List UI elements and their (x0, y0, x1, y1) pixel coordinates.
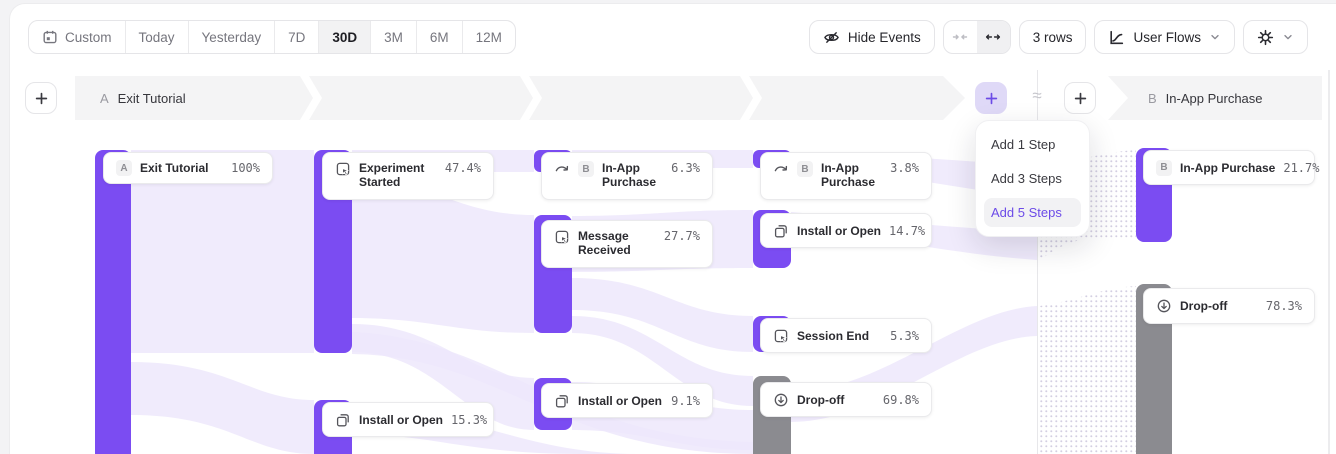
date-range-6m[interactable]: 6M (417, 21, 463, 53)
menu-item-add-1-step[interactable]: Add 1 Step (991, 137, 1056, 152)
node-card-in-app-purchase-3[interactable]: B In-App Purchase 3.8% (760, 152, 932, 200)
add-step-right-button[interactable] (1064, 82, 1096, 114)
band-chevron-separator (740, 76, 762, 120)
drop-off-icon (1156, 298, 1172, 314)
expand-columns-button[interactable] (976, 21, 1010, 53)
node-card-install-or-open-15[interactable]: Install or Open 15.3% (322, 402, 494, 437)
add-step-middle-button[interactable] (975, 82, 1007, 114)
date-range-control: Custom Today Yesterday 7D 30D 3M 6M 12M (28, 20, 516, 54)
view-selector-label: User Flows (1133, 29, 1201, 45)
rows-label: 3 rows (1032, 29, 1073, 45)
hide-events-label: Hide Events (847, 29, 921, 45)
date-range-label: Custom (65, 29, 112, 45)
drop-off-icon (773, 392, 789, 408)
calendar-icon (42, 29, 58, 45)
step-b-badge: B (578, 161, 594, 177)
plus-icon (1074, 92, 1086, 104)
step-band-a[interactable] (75, 76, 965, 120)
node-card-exit-tutorial[interactable]: A Exit Tutorial 100% (103, 152, 273, 184)
date-range-30d[interactable]: 30D (319, 21, 372, 53)
node-card-install-or-open-9[interactable]: Install or Open 9.1% (541, 383, 713, 418)
canvas-right-edge (1328, 70, 1330, 454)
band-b-letter: B (1148, 90, 1157, 106)
jump-arrow-icon (554, 161, 570, 177)
node-card-in-app-purchase-21[interactable]: B In-App Purchase 21.7% (1143, 150, 1319, 185)
node-card-install-or-open-14[interactable]: Install or Open 14.7% (760, 213, 932, 248)
approx-symbol: ≈ (1032, 86, 1042, 105)
date-range-custom[interactable]: Custom (29, 21, 126, 53)
step-band-b[interactable] (1108, 76, 1322, 120)
node-card-in-app-purchase-6[interactable]: B In-App Purchase 6.3% (541, 152, 713, 200)
flow-chart-icon (1108, 29, 1125, 46)
band-b-title: In-App Purchase (1165, 90, 1263, 106)
rows-button[interactable]: 3 rows (1018, 20, 1087, 54)
chevron-down-icon (1209, 31, 1221, 43)
plus-icon (985, 92, 997, 104)
hide-events-button[interactable]: Hide Events (808, 20, 935, 54)
band-a-letter: A (100, 90, 109, 106)
install-icon (335, 412, 351, 428)
node-card-message-received[interactable]: Message Received 27.7% (541, 220, 713, 268)
date-range-7d[interactable]: 7D (275, 21, 320, 53)
step-a-badge: A (116, 160, 132, 176)
chevron-down-icon (1282, 31, 1294, 43)
view-selector-button[interactable]: User Flows (1094, 20, 1235, 54)
bar-exit-tutorial[interactable] (95, 150, 131, 454)
node-card-drop-off-69[interactable]: Drop-off 69.8% (760, 382, 932, 417)
toolbar-right: Hide Events 3 rows (808, 20, 1308, 54)
event-icon (335, 161, 351, 177)
collapse-expand-control (942, 20, 1011, 54)
date-range-12m[interactable]: 12M (475, 29, 502, 45)
node-card-experiment-started[interactable]: Experiment Started 47.4% (322, 152, 494, 200)
plus-icon (35, 92, 47, 104)
node-card-session-end[interactable]: Session End 5.3% (760, 318, 932, 353)
band-a-title: Exit Tutorial (117, 90, 186, 106)
collapse-columns-button[interactable] (944, 21, 977, 53)
node-card-drop-off-78[interactable]: Drop-off 78.3% (1143, 288, 1315, 324)
add-step-left-button[interactable] (25, 82, 57, 114)
date-range-today[interactable]: Today (126, 21, 189, 53)
date-range-3m[interactable]: 3M (371, 21, 417, 53)
band-chevron-separator (520, 76, 542, 120)
install-icon (554, 393, 570, 409)
collapse-arrows-icon (952, 29, 968, 45)
step-b-badge: B (1156, 159, 1172, 176)
install-icon (773, 223, 789, 239)
band-b-label[interactable]: B In-App Purchase (1148, 76, 1263, 120)
expand-arrows-icon (985, 29, 1001, 45)
settings-button[interactable] (1243, 20, 1308, 54)
event-icon (773, 328, 789, 344)
event-icon (554, 229, 570, 245)
menu-item-add-5-steps[interactable]: Add 5 Steps (984, 198, 1081, 227)
gear-icon (1257, 29, 1274, 46)
section-divider-line (1037, 70, 1038, 454)
jump-arrow-icon (773, 161, 789, 177)
date-range-yesterday[interactable]: Yesterday (189, 21, 276, 53)
band-chevron-separator (300, 76, 322, 120)
add-steps-menu: Add 1 Step Add 3 Steps Add 5 Steps (975, 120, 1090, 237)
band-a-label[interactable]: A Exit Tutorial (100, 76, 186, 120)
step-b-badge: B (797, 161, 813, 177)
menu-item-add-3-steps[interactable]: Add 3 Steps (991, 171, 1062, 186)
eye-off-icon (823, 29, 840, 46)
